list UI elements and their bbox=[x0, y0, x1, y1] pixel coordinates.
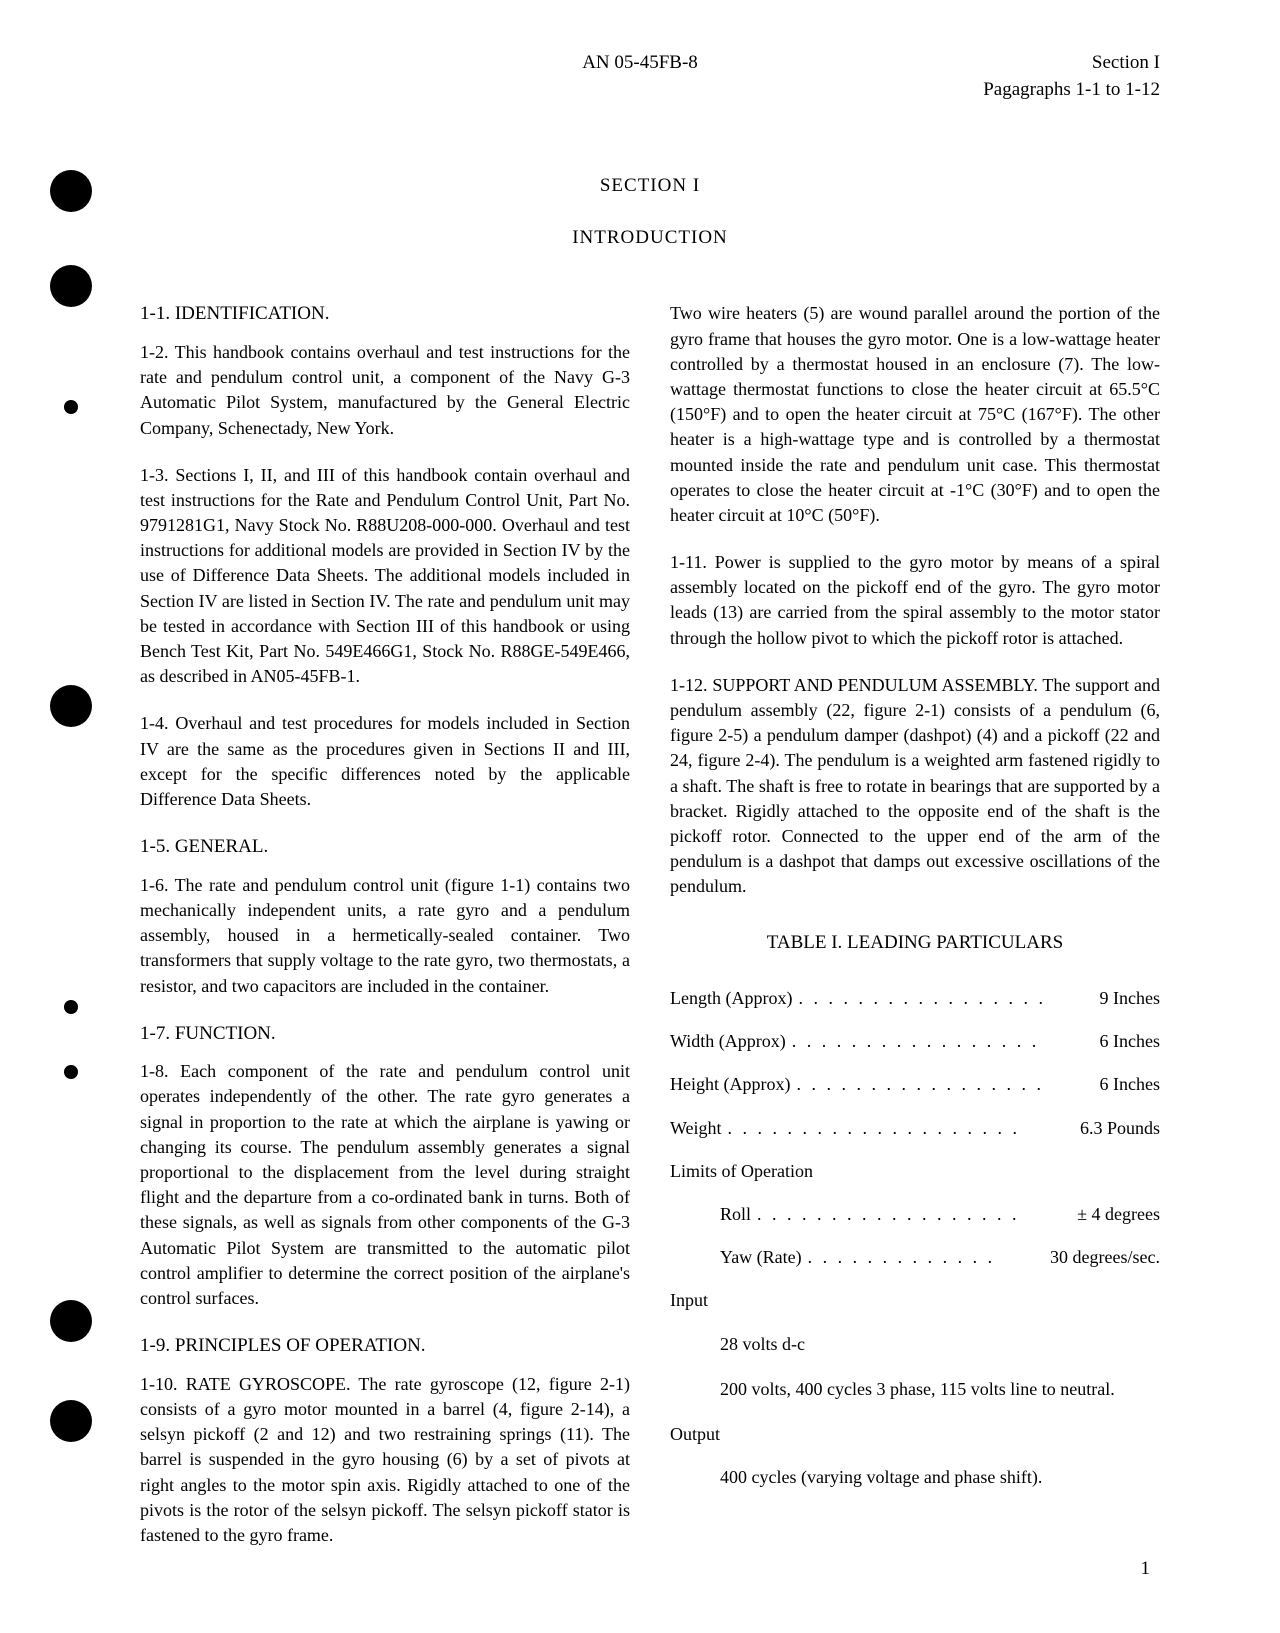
punch-hole bbox=[50, 170, 92, 212]
input-block: 28 volts d-c 200 volts, 400 cycles 3 pha… bbox=[670, 1332, 1160, 1402]
punch-hole bbox=[50, 1300, 92, 1342]
header-paragraphs: Pagagraphs 1-1 to 1-12 bbox=[983, 77, 1160, 104]
input-label: Input bbox=[670, 1288, 1160, 1313]
leader-dots: . . . . . . . . . . . . . . . . . . . . bbox=[722, 1116, 1080, 1141]
heading-identification: 1-1. IDENTIFICATION. bbox=[140, 301, 630, 328]
leader-dots: . . . . . . . . . . . . . . . . . bbox=[786, 1029, 1100, 1054]
input-item: 28 volts d-c bbox=[720, 1332, 1160, 1357]
table-row: Roll . . . . . . . . . . . . . . . . . .… bbox=[720, 1202, 1160, 1227]
table-label: Height (Approx) bbox=[670, 1072, 790, 1097]
leader-dots: . . . . . . . . . . . . . bbox=[802, 1245, 1050, 1270]
section-title: SECTION I bbox=[140, 173, 1160, 200]
table-row: Yaw (Rate) . . . . . . . . . . . . . 30 … bbox=[720, 1245, 1160, 1270]
table-row: Length (Approx) . . . . . . . . . . . . … bbox=[670, 986, 1160, 1011]
heading-principles: 1-9. PRINCIPLES OF OPERATION. bbox=[140, 1333, 630, 1360]
leader-dots: . . . . . . . . . . . . . . . . . bbox=[790, 1072, 1099, 1097]
table-label: Yaw (Rate) bbox=[720, 1245, 802, 1270]
paragraph-1-10: 1-10. RATE GYROSCOPE. The rate gyroscope… bbox=[140, 1372, 630, 1548]
header-section-info: Section I Pagagraphs 1-1 to 1-12 bbox=[983, 50, 1160, 103]
table-label: Width (Approx) bbox=[670, 1029, 786, 1054]
section-subtitle: INTRODUCTION bbox=[140, 225, 1160, 252]
content-columns: 1-1. IDENTIFICATION. 1-2. This handbook … bbox=[140, 301, 1160, 1570]
punch-hole bbox=[50, 685, 92, 727]
paragraph-heaters: Two wire heaters (5) are wound parallel … bbox=[670, 301, 1160, 528]
input-item: 200 volts, 400 cycles 3 phase, 115 volts… bbox=[720, 1377, 1160, 1402]
limits-label: Limits of Operation bbox=[670, 1159, 1160, 1184]
output-label: Output bbox=[670, 1422, 1160, 1447]
heading-general: 1-5. GENERAL. bbox=[140, 834, 630, 861]
punch-hole bbox=[50, 265, 92, 307]
table-row: Width (Approx) . . . . . . . . . . . . .… bbox=[670, 1029, 1160, 1054]
page-number: 1 bbox=[1141, 1556, 1151, 1583]
punch-holes-container bbox=[50, 0, 100, 1633]
small-punch-hole bbox=[64, 1000, 78, 1014]
paragraph-1-6: 1-6. The rate and pendulum control unit … bbox=[140, 873, 630, 999]
table-value: 6 Inches bbox=[1100, 1029, 1160, 1054]
small-punch-hole bbox=[64, 400, 78, 414]
punch-hole bbox=[50, 1400, 92, 1442]
output-block: 400 cycles (varying voltage and phase sh… bbox=[670, 1465, 1160, 1490]
table-value: 6.3 Pounds bbox=[1080, 1116, 1160, 1141]
table-label: Weight bbox=[670, 1116, 722, 1141]
table-label: Roll bbox=[720, 1202, 751, 1227]
paragraph-1-8: 1-8. Each component of the rate and pend… bbox=[140, 1059, 630, 1311]
small-punch-hole bbox=[64, 1065, 78, 1079]
table-value: ± 4 degrees bbox=[1077, 1202, 1160, 1227]
table-label: Length (Approx) bbox=[670, 986, 792, 1011]
paragraph-1-4: 1-4. Overhaul and test procedures for mo… bbox=[140, 711, 630, 812]
page-header: AN 05-45FB-8 Section I Pagagraphs 1-1 to… bbox=[140, 50, 1160, 103]
table-title: TABLE I. LEADING PARTICULARS bbox=[670, 930, 1160, 957]
table-row: Height (Approx) . . . . . . . . . . . . … bbox=[670, 1072, 1160, 1097]
left-column: 1-1. IDENTIFICATION. 1-2. This handbook … bbox=[140, 301, 630, 1570]
right-column: Two wire heaters (5) are wound parallel … bbox=[670, 301, 1160, 1570]
paragraph-1-12: 1-12. SUPPORT AND PENDULUM ASSEMBLY. The… bbox=[670, 673, 1160, 900]
header-section: Section I bbox=[983, 50, 1160, 77]
paragraph-1-11: 1-11. Power is supplied to the gyro moto… bbox=[670, 550, 1160, 651]
paragraph-1-3: 1-3. Sections I, II, and III of this han… bbox=[140, 463, 630, 690]
header-doc-number: AN 05-45FB-8 bbox=[582, 50, 698, 77]
leader-dots: . . . . . . . . . . . . . . . . . . bbox=[751, 1202, 1077, 1227]
paragraph-1-2: 1-2. This handbook contains overhaul and… bbox=[140, 340, 630, 441]
table-value: 6 Inches bbox=[1100, 1072, 1160, 1097]
output-item: 400 cycles (varying voltage and phase sh… bbox=[720, 1465, 1160, 1490]
limits-block: Roll . . . . . . . . . . . . . . . . . .… bbox=[670, 1202, 1160, 1270]
table-value: 9 Inches bbox=[1100, 986, 1160, 1011]
heading-function: 1-7. FUNCTION. bbox=[140, 1021, 630, 1048]
document-page: AN 05-45FB-8 Section I Pagagraphs 1-1 to… bbox=[0, 0, 1280, 1633]
leader-dots: . . . . . . . . . . . . . . . . . bbox=[792, 986, 1099, 1011]
table-row: Weight . . . . . . . . . . . . . . . . .… bbox=[670, 1116, 1160, 1141]
table-value: 30 degrees/sec. bbox=[1050, 1245, 1160, 1270]
particulars-table: Length (Approx) . . . . . . . . . . . . … bbox=[670, 986, 1160, 1141]
